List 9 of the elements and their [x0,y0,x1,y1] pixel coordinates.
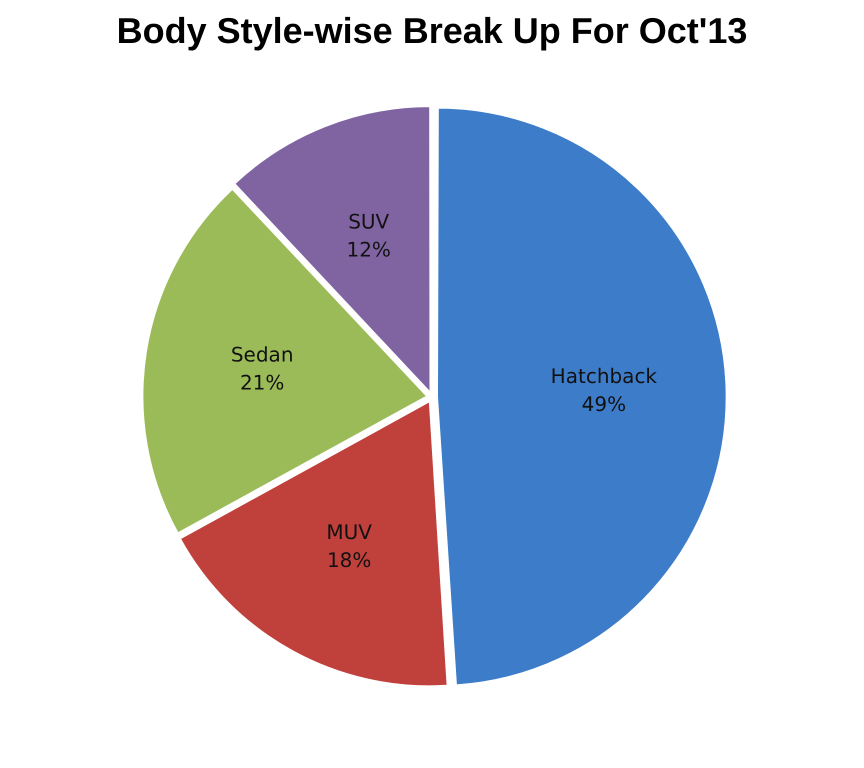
data-label: 21% [240,370,284,394]
slice-label: Hatchback [550,364,658,388]
data-label: 12% [346,237,391,262]
data-label: 18% [326,548,372,572]
slice-label: SUV [348,209,390,234]
slice-label: Sedan [230,342,294,366]
slice-label: MUV [326,520,372,544]
data-label: 49% [582,392,626,416]
chart-title: Body Style-wise Break Up For Oct'13 [116,10,748,52]
